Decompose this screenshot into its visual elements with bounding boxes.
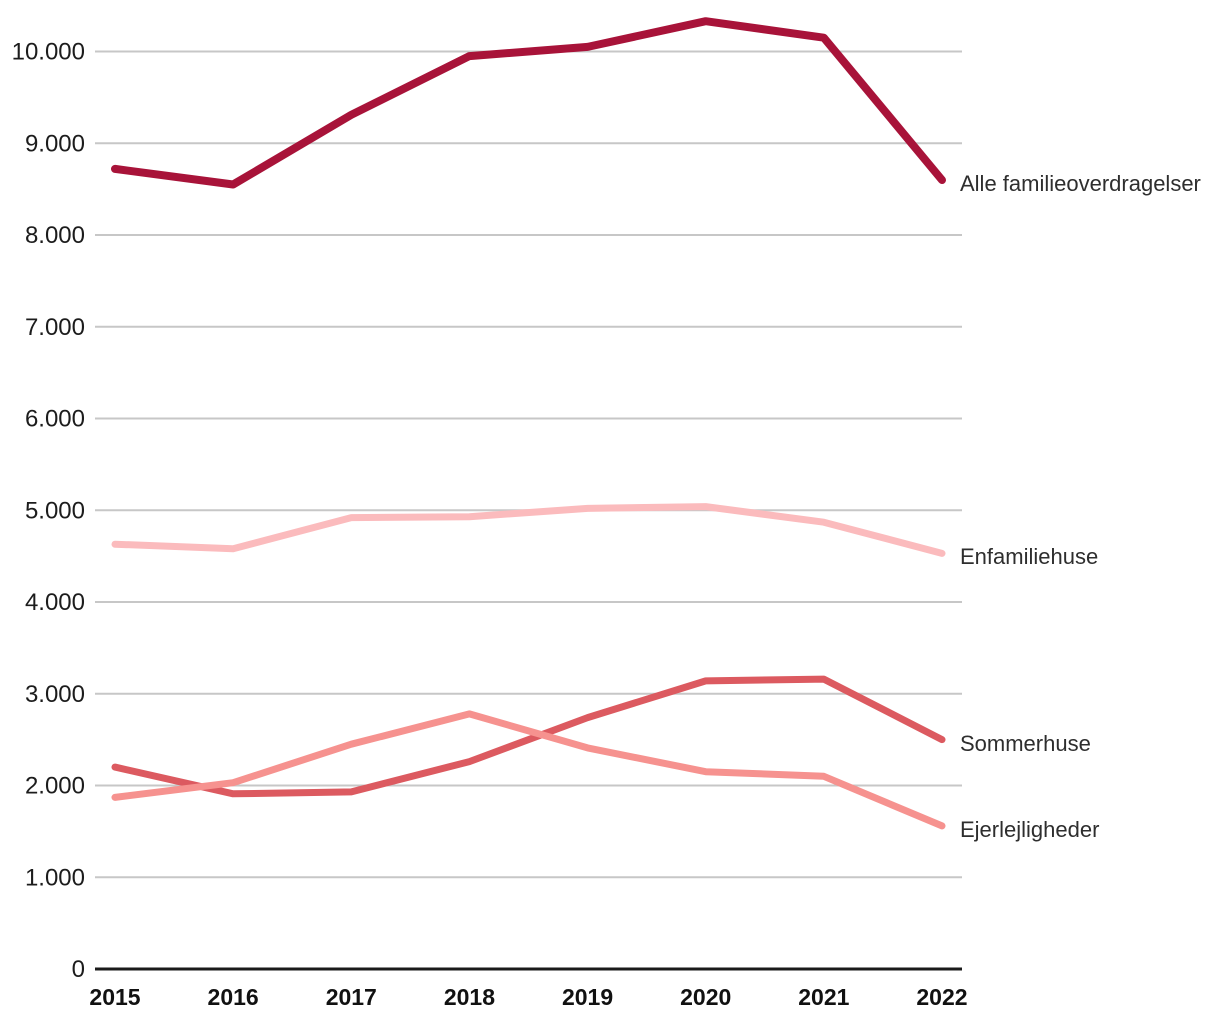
y-axis-tick-label: 0	[72, 956, 85, 983]
series-label-alle-familieoverdragelser: Alle familieoverdragelser	[960, 170, 1201, 196]
y-axis-tick-label: 8.000	[25, 222, 85, 249]
x-axis-tick-label: 2015	[89, 984, 140, 1010]
y-axis-labels-layer: 10.000 9.000 8.000 7.000 6.000 5.000 4.000 3.00…	[12, 39, 85, 984]
series-line-sommerhuse	[111, 675, 946, 798]
y-axis-tick-label: 10.000	[12, 39, 85, 66]
y-axis-tick-label: 6.000	[25, 406, 85, 433]
series-line-enfamiliehuse	[111, 503, 946, 557]
x-axis-tick-label: 2020	[680, 984, 731, 1010]
x-axis-labels-layer: 2015 2016 2017 2018 2019 2020 2021 2022	[89, 984, 967, 1010]
series-line-ejerlejligheder	[111, 710, 946, 830]
y-axis-tick-label: 5.000	[25, 497, 85, 524]
x-axis-tick-label: 2021	[798, 984, 849, 1010]
y-axis-tick-label: 1.000	[25, 864, 85, 891]
series-lines-layer	[111, 17, 946, 830]
y-axis-tick-label: 7.000	[25, 314, 85, 341]
y-axis-tick-label: 3.000	[25, 681, 85, 708]
series-label-enfamiliehuse: Enfamiliehuse	[960, 544, 1099, 570]
y-axis-tick-label: 9.000	[25, 130, 85, 157]
x-axis-tick-label: 2022	[916, 984, 967, 1010]
x-axis-tick-label: 2018	[444, 984, 495, 1010]
series-label-sommerhuse: Sommerhuse	[960, 730, 1091, 756]
series-label-ejerlejligheder: Ejerlejligheder	[960, 816, 1100, 842]
x-axis-tick-label: 2016	[208, 984, 259, 1010]
series-line-alle-familieoverdragelser	[111, 17, 946, 189]
x-axis-tick-label: 2019	[562, 984, 613, 1010]
y-axis-tick-label: 2.000	[25, 773, 85, 800]
y-axis-tick-label: 4.000	[25, 589, 85, 616]
x-axis-tick-label: 2017	[326, 984, 377, 1010]
